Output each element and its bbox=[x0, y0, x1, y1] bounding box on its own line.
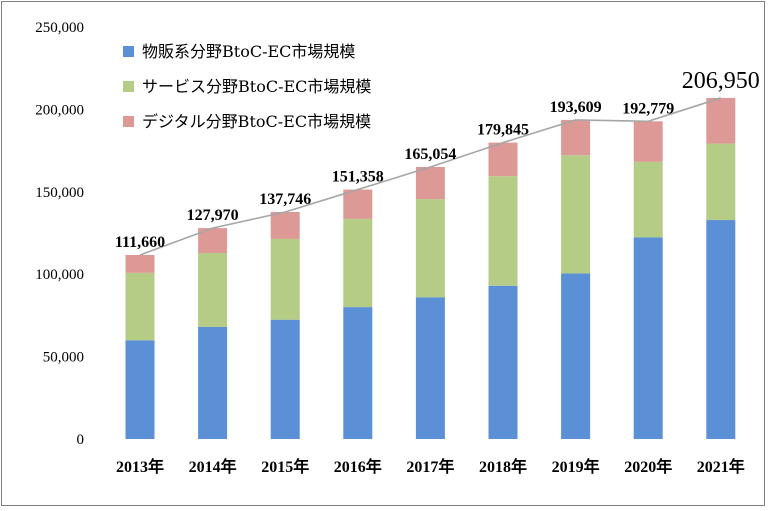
legend: 物販系分野BtoC-EC市場規模サービス分野BtoC-EC市場規模デジタル分野B… bbox=[123, 42, 371, 131]
legend-label: 物販系分野BtoC-EC市場規模 bbox=[142, 42, 355, 61]
total-label: 192,779 bbox=[622, 100, 674, 117]
y-tick-label: 0 bbox=[77, 432, 85, 448]
total-label: 206,950 bbox=[682, 68, 760, 94]
bar-segment bbox=[488, 285, 518, 439]
bar-segment bbox=[198, 253, 228, 327]
bar-segment bbox=[488, 176, 518, 286]
legend-swatch bbox=[123, 46, 134, 57]
legend-label: サービス分野BtoC-EC市場規模 bbox=[142, 77, 371, 96]
bar-segment bbox=[415, 297, 445, 439]
x-axis: 2013年 2014年 2015年 2016年 2017年 2018年 2019年 2020年… bbox=[116, 457, 745, 476]
x-tick-label: 2017年 bbox=[406, 457, 454, 476]
bar-segment bbox=[415, 166, 445, 200]
y-tick-label: 200,000 bbox=[35, 102, 84, 118]
bar-segment bbox=[633, 237, 663, 439]
bar-segment bbox=[270, 211, 300, 239]
bar-segment bbox=[488, 142, 518, 177]
bar-segment bbox=[343, 189, 373, 219]
bar-segment bbox=[561, 273, 591, 439]
x-tick-label: 2021年 bbox=[697, 457, 745, 476]
total-labels: 111,660 127,970 137,746 151,358 165,054 179,8… bbox=[115, 68, 760, 251]
bar-segment bbox=[415, 199, 445, 298]
total-trend-line bbox=[139, 97, 722, 256]
x-tick-label: 2019年 bbox=[552, 457, 600, 476]
bar-segment bbox=[706, 97, 736, 144]
total-label: 111,660 bbox=[115, 234, 165, 251]
total-label: 151,358 bbox=[332, 169, 384, 186]
x-tick-label: 2013年 bbox=[116, 457, 164, 476]
x-tick-label: 2020年 bbox=[624, 457, 672, 476]
total-label: 179,845 bbox=[477, 122, 529, 139]
x-tick-label: 2016年 bbox=[334, 457, 382, 476]
y-tick-label: 100,000 bbox=[35, 267, 84, 283]
bar-segment bbox=[125, 254, 155, 273]
legend-swatch bbox=[123, 116, 134, 127]
bar-segment bbox=[561, 155, 591, 274]
bar-segment bbox=[198, 326, 228, 439]
x-tick-label: 2015年 bbox=[261, 457, 309, 476]
bar-segment bbox=[270, 238, 300, 320]
y-axis: 0 50,000 100,000 150,000 200,000 250,000 bbox=[35, 20, 84, 448]
bar-segment bbox=[125, 272, 155, 341]
bar-segment bbox=[633, 161, 663, 238]
total-line bbox=[139, 97, 722, 256]
bar-segment bbox=[561, 119, 591, 156]
legend-swatch bbox=[123, 81, 134, 92]
total-label: 137,746 bbox=[259, 191, 311, 208]
bar-segment bbox=[633, 121, 663, 162]
x-tick-label: 2014年 bbox=[189, 457, 237, 476]
total-label: 127,970 bbox=[187, 207, 239, 224]
y-tick-label: 50,000 bbox=[43, 350, 84, 366]
bars bbox=[125, 97, 736, 439]
bar-segment bbox=[125, 340, 155, 439]
bar-segment bbox=[706, 220, 736, 439]
total-label: 193,609 bbox=[550, 99, 602, 116]
bar-segment bbox=[343, 307, 373, 439]
total-label: 165,054 bbox=[404, 146, 456, 163]
x-tick-label: 2018年 bbox=[479, 457, 527, 476]
legend-label: デジタル分野BtoC-EC市場規模 bbox=[142, 112, 371, 131]
y-tick-label: 150,000 bbox=[35, 185, 84, 201]
bar-segment bbox=[706, 143, 736, 221]
bar-segment bbox=[343, 218, 373, 308]
bar-segment bbox=[270, 319, 300, 439]
y-tick-label: 250,000 bbox=[35, 20, 84, 36]
